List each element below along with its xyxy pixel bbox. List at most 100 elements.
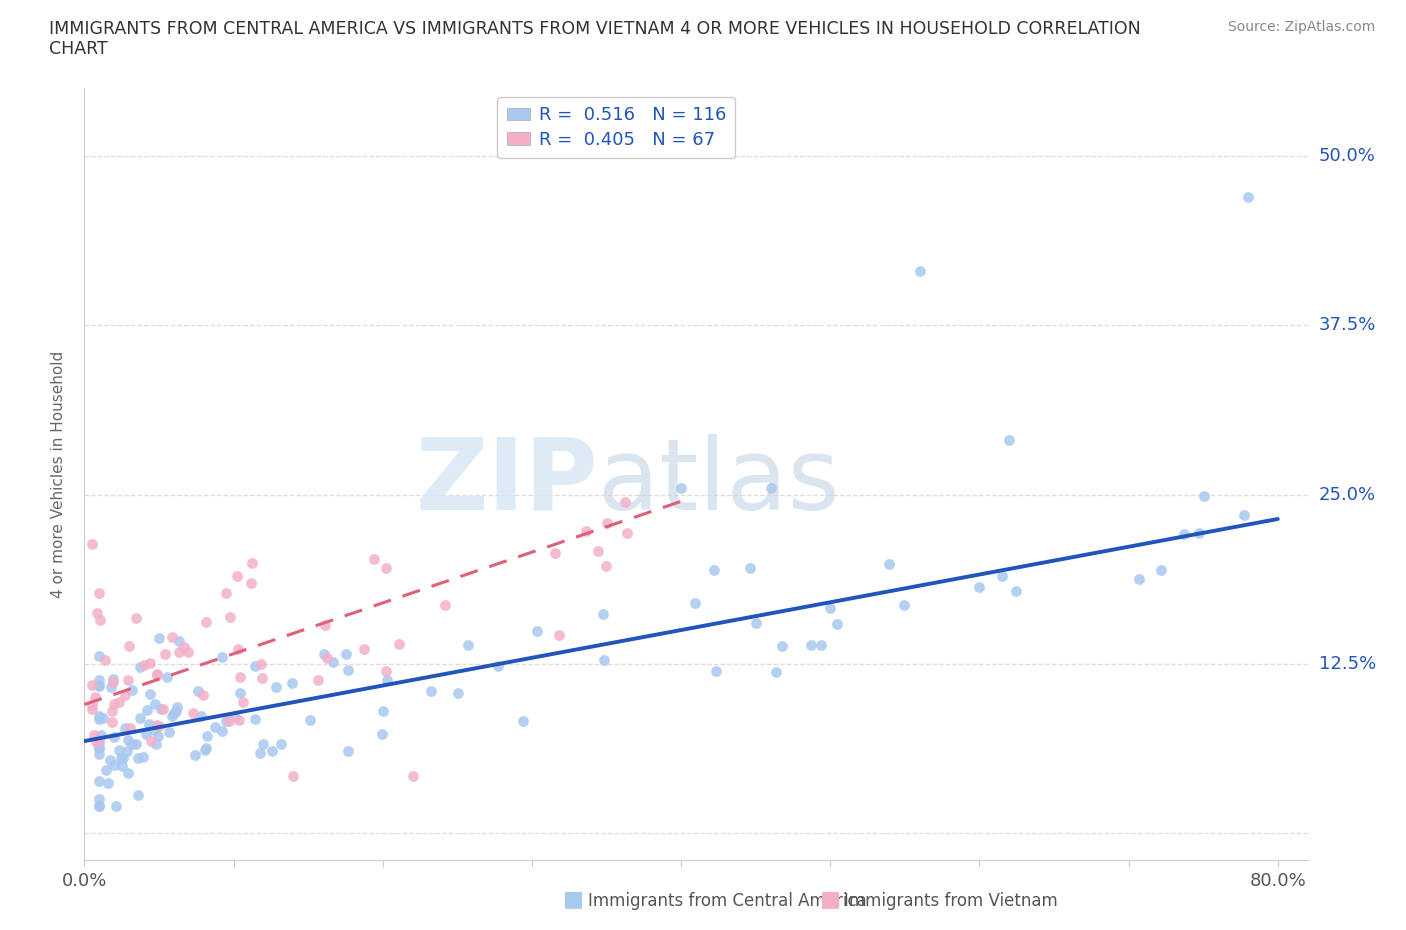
Point — [765, 664, 787, 679]
Point — [967, 579, 990, 594]
Point — [280, 676, 302, 691]
Point — [121, 683, 143, 698]
Point — [90, 727, 112, 742]
Text: atlas: atlas — [598, 433, 839, 530]
Point — [132, 750, 155, 764]
Point — [322, 655, 344, 670]
Text: IMMIGRANTS FROM CENTRAL AMERICA VS IMMIGRANTS FROM VIETNAM 4 OR MORE VEHICLES IN: IMMIGRANTS FROM CENTRAL AMERICA VS IMMIG… — [49, 20, 1140, 38]
Point — [592, 607, 614, 622]
Point — [103, 729, 125, 744]
Point — [744, 616, 766, 631]
Point — [152, 701, 174, 716]
Point — [145, 737, 167, 751]
Text: ■: ■ — [820, 889, 841, 910]
Legend: R =  0.516   N = 116, R =  0.405   N = 67: R = 0.516 N = 116, R = 0.405 N = 67 — [498, 98, 735, 158]
Point — [115, 744, 138, 759]
Text: 37.5%: 37.5% — [1319, 316, 1376, 335]
Point — [374, 560, 396, 575]
Text: Immigrants from Central America: Immigrants from Central America — [588, 892, 866, 910]
Point — [127, 751, 149, 765]
Point — [363, 551, 385, 566]
Point — [738, 561, 761, 576]
Point — [83, 690, 105, 705]
Point — [596, 516, 619, 531]
Point — [1192, 488, 1215, 503]
Point — [228, 685, 250, 700]
Point — [820, 601, 842, 616]
Point — [129, 660, 152, 675]
Point — [84, 735, 107, 750]
Point — [160, 630, 183, 644]
Point — [146, 668, 169, 683]
Point — [526, 624, 548, 639]
Point — [110, 751, 132, 765]
Point — [89, 736, 111, 751]
Point — [89, 612, 111, 627]
Point — [89, 709, 111, 724]
Point — [245, 712, 267, 727]
Point — [114, 688, 136, 703]
Point — [229, 670, 252, 684]
Point — [146, 666, 169, 681]
Text: 25.0%: 25.0% — [1319, 485, 1376, 504]
Point — [228, 712, 250, 727]
Point — [226, 568, 249, 583]
Point — [401, 769, 423, 784]
Text: CHART: CHART — [49, 40, 108, 58]
Y-axis label: 4 or more Vehicles in Household: 4 or more Vehicles in Household — [51, 351, 66, 598]
Point — [87, 586, 110, 601]
Point — [588, 544, 610, 559]
Point — [250, 671, 273, 685]
Point — [124, 611, 146, 626]
Point — [593, 653, 616, 668]
Point — [204, 720, 226, 735]
Point — [121, 737, 143, 751]
Point — [998, 433, 1021, 448]
Point — [616, 525, 638, 540]
Point — [177, 644, 200, 659]
Point — [250, 657, 273, 671]
Point — [169, 644, 191, 659]
Point — [103, 697, 125, 711]
Point — [105, 799, 128, 814]
Point — [89, 732, 111, 747]
Point — [486, 658, 509, 673]
Point — [118, 639, 141, 654]
Point — [91, 711, 114, 725]
Point — [270, 737, 292, 751]
Point — [139, 686, 162, 701]
Point — [148, 631, 170, 645]
Point — [101, 703, 124, 718]
Point — [249, 746, 271, 761]
Point — [134, 658, 156, 672]
Point — [156, 670, 179, 684]
Point — [101, 675, 124, 690]
Point — [138, 717, 160, 732]
Point — [80, 701, 103, 716]
Point — [337, 743, 360, 758]
Point — [80, 677, 103, 692]
Point — [143, 723, 166, 737]
Point — [575, 524, 598, 538]
Point — [89, 740, 111, 755]
Point — [86, 605, 108, 620]
Point — [228, 642, 250, 657]
Point — [595, 559, 617, 574]
Point — [80, 537, 103, 551]
Point — [193, 688, 215, 703]
Point — [252, 737, 274, 751]
Point — [89, 648, 111, 663]
Point — [770, 639, 793, 654]
Point — [194, 742, 217, 757]
Point — [117, 765, 139, 780]
Point — [240, 576, 263, 591]
Point — [89, 773, 111, 788]
Point — [1128, 572, 1150, 587]
Point — [107, 742, 129, 757]
Point — [433, 597, 456, 612]
Point — [669, 481, 692, 496]
Point — [80, 698, 103, 712]
Point — [100, 680, 122, 695]
Point — [190, 709, 212, 724]
Point — [183, 706, 205, 721]
